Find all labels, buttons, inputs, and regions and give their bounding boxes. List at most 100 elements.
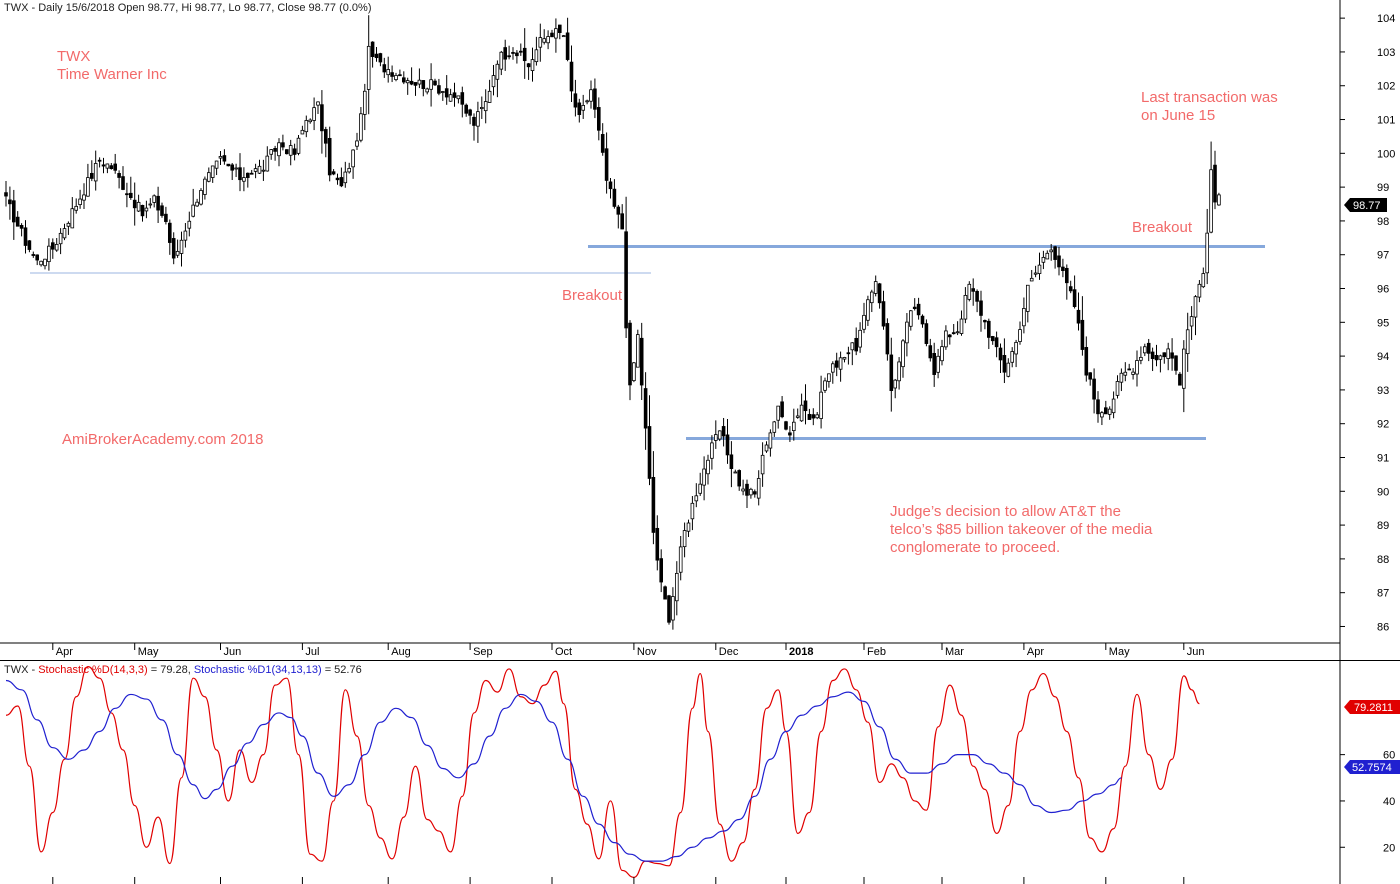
candle (347, 162, 351, 174)
candle (1185, 312, 1190, 372)
candle (136, 194, 141, 212)
candle (577, 98, 582, 123)
candle (113, 153, 118, 174)
candle (998, 343, 1003, 374)
candle (93, 150, 98, 191)
candle (671, 587, 675, 630)
candle (35, 254, 39, 266)
candle (331, 169, 336, 176)
candle (230, 162, 235, 181)
candle (460, 86, 465, 118)
candle (374, 47, 379, 62)
candle (327, 126, 332, 182)
date-tick-label: Dec (719, 646, 739, 658)
candle (850, 342, 855, 366)
candle (565, 17, 570, 62)
candle (140, 204, 145, 222)
candle (760, 442, 765, 487)
annotation-breakout-right: Breakout (1132, 219, 1193, 236)
price-tick-label: 87 (1377, 588, 1389, 600)
candle (909, 310, 913, 331)
candle (936, 348, 940, 379)
candle (312, 97, 316, 131)
price-tick-label: 89 (1377, 520, 1389, 532)
candle (643, 372, 648, 450)
candle (678, 535, 683, 581)
candle (128, 176, 133, 200)
candle (390, 65, 394, 83)
candle (456, 95, 461, 104)
candle (994, 331, 999, 358)
candle (889, 337, 894, 412)
candle (624, 196, 628, 339)
candle (811, 408, 816, 426)
candle (799, 393, 804, 422)
candle (827, 373, 831, 388)
candle (1213, 150, 1217, 210)
candle (296, 134, 301, 156)
candle (226, 163, 231, 167)
stochastic-d1-line (5, 679, 1122, 862)
price-tick-label: 91 (1377, 452, 1389, 464)
candle (706, 454, 710, 485)
price-tick-label: 103 (1377, 47, 1395, 59)
candle (195, 198, 199, 207)
candle (4, 181, 8, 207)
candle (667, 594, 671, 625)
candle (308, 118, 312, 124)
stochastic-lines (5, 666, 1200, 878)
date-tick-label: Apr (1027, 646, 1044, 658)
candle (464, 103, 468, 117)
candle (421, 79, 426, 97)
candle (1080, 296, 1085, 356)
candle (1072, 275, 1077, 309)
price-tick-label: 102 (1377, 81, 1395, 93)
date-tick-label: Mar (945, 646, 964, 658)
candle (647, 395, 652, 486)
annotation-last-transaction-1: Last transaction was (1141, 89, 1278, 106)
candle (831, 361, 835, 384)
candle (526, 62, 531, 80)
candle (873, 275, 878, 297)
candle (600, 123, 605, 156)
price-tick-label: 98 (1377, 216, 1389, 228)
candle (1049, 244, 1054, 261)
candle (842, 356, 847, 363)
candle (698, 472, 702, 496)
candle (273, 145, 277, 161)
candle (452, 82, 457, 107)
price-tick-label: 101 (1377, 115, 1395, 127)
candle (39, 260, 43, 267)
candle (866, 295, 870, 326)
candle (834, 352, 839, 377)
candle (702, 456, 706, 501)
candle (515, 50, 519, 64)
candle (156, 186, 160, 223)
candle (819, 375, 823, 429)
annotation-news-2: telco’s $85 billion takeover of the medi… (890, 521, 1153, 538)
candle (877, 282, 882, 309)
candle (23, 220, 28, 254)
candle (659, 549, 663, 593)
candle (370, 41, 375, 68)
candle (409, 67, 414, 86)
candle (1150, 347, 1155, 372)
candle (1217, 192, 1221, 206)
annotation-news-1: Judge’s decision to allow AT&T the (890, 503, 1121, 520)
candle (530, 47, 535, 82)
candle (612, 179, 617, 209)
candle (398, 69, 402, 77)
candle (1205, 208, 1210, 285)
stochastic-d-line (5, 666, 1200, 878)
date-tick-label: May (1109, 646, 1130, 658)
candle (1119, 368, 1124, 392)
candle (862, 302, 866, 334)
candle (651, 451, 656, 545)
candle (179, 231, 184, 267)
candle (948, 334, 952, 345)
candle (148, 198, 153, 209)
candle (472, 113, 476, 141)
candle (1041, 250, 1046, 270)
candle (686, 519, 691, 538)
